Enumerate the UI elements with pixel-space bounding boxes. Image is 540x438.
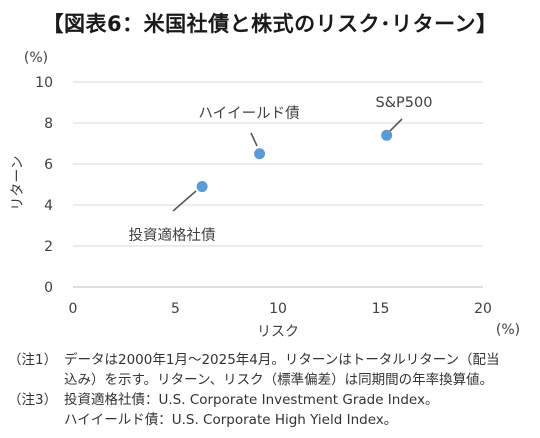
y-unit-label: (%): [24, 50, 48, 66]
footnote-tag: （注3）: [8, 392, 58, 408]
y-tick-label: 6: [44, 157, 53, 173]
chart-title: 【図表6：米国社債と株式のリスク･リターン】: [42, 12, 498, 36]
footnote-text: データは2000年1月～2025年4月。リターンはトータルリターン（配当 込み）…: [64, 352, 500, 388]
y-tick-label: 10: [35, 75, 53, 91]
data-point: [254, 148, 266, 160]
footnote-1: （注1） データは2000年1月～2025年4月。リターンはトータルリターン（配…: [8, 350, 538, 390]
annotation-leader: [172, 190, 197, 212]
x-tick-label: 10: [269, 301, 287, 317]
x-tick-label: 20: [474, 301, 492, 317]
x-tick-label: 15: [372, 301, 390, 317]
footnote-text: 投資適格社債：U.S. Corporate Investment Grade I…: [64, 392, 439, 428]
data-points: 投資適格社債 ハイイールド債 S&P500: [129, 95, 433, 244]
y-axis-label: リターン: [10, 155, 26, 210]
footnote-tag: （注1）: [8, 352, 58, 368]
footnotes: （注1） データは2000年1月～2025年4月。リターンはトータルリターン（配…: [8, 350, 538, 430]
x-tick-labels: 0 5 10 15 20: [69, 301, 492, 317]
y-tick-label: 2: [44, 239, 53, 255]
x-unit-label: (%): [496, 322, 520, 338]
gridlines: [73, 81, 483, 288]
y-tick-label: 8: [44, 116, 53, 132]
x-axis-label: リスク: [257, 324, 299, 340]
data-point-label: 投資適格社債: [129, 226, 216, 244]
scatter-chart: 0 2 4 6 8 10 0 5 10 15 20 (%) (%) リターン リスク 投資適格社債…: [10, 50, 520, 340]
annotation-leader: [389, 118, 403, 132]
y-tick-labels: 0 2 4 6 8 10: [35, 75, 53, 296]
y-tick-label: 4: [44, 198, 53, 214]
x-tick-label: 0: [69, 301, 78, 317]
annotation-leader: [250, 132, 258, 147]
data-point: [381, 129, 393, 141]
data-point: [196, 181, 208, 193]
y-tick-label: 0: [44, 280, 53, 296]
footnote-3: （注3） 投資適格社債：U.S. Corporate Investment Gr…: [8, 390, 538, 430]
x-tick-label: 5: [171, 301, 180, 317]
data-point-label: ハイイールド債: [198, 105, 299, 122]
data-point-label: S&P500: [376, 95, 433, 111]
